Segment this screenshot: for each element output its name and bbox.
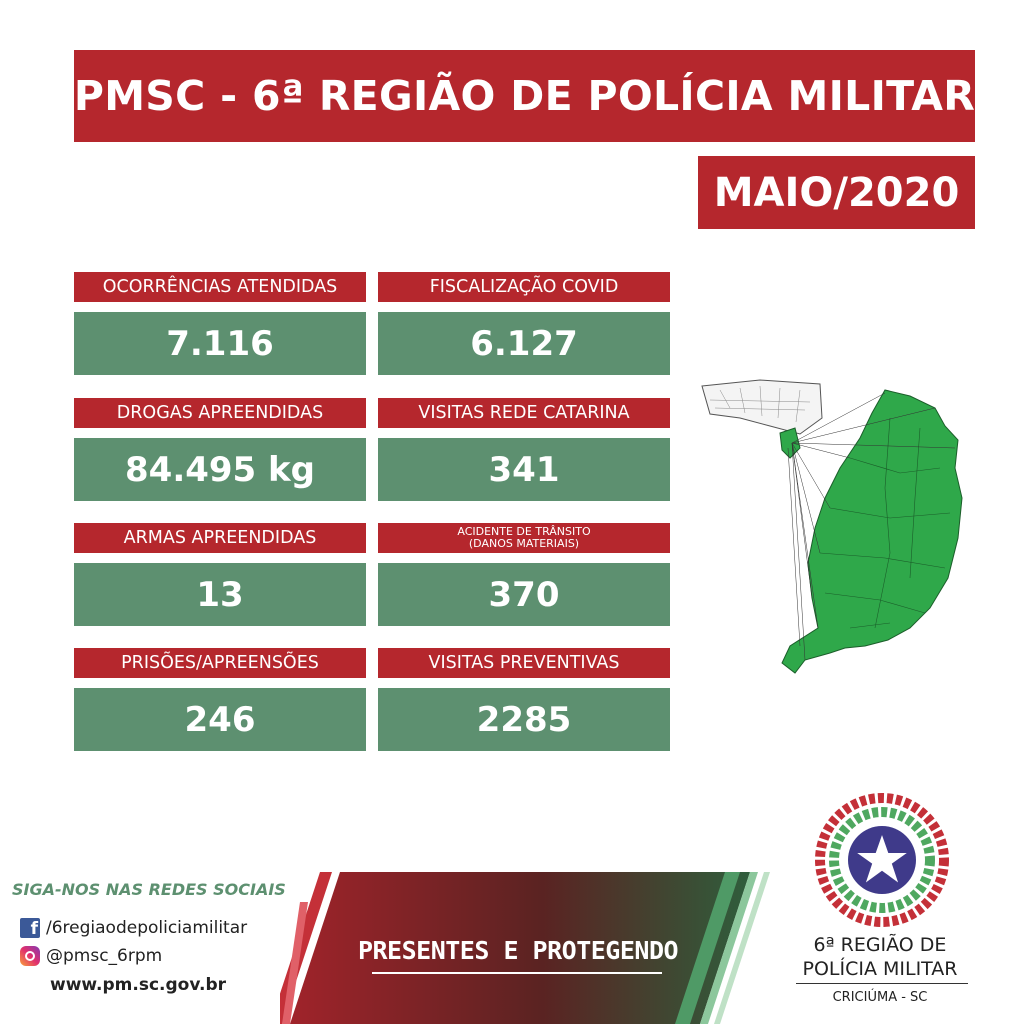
website-link[interactable]: www.pm.sc.gov.br <box>50 975 227 995</box>
period-badge: MAIO/2020 <box>698 156 975 229</box>
slogan-underline <box>372 972 662 974</box>
logo-text-line1: 6ª REGIÃO DE <box>813 934 947 956</box>
stat-label-ocorrencias: OCORRÊNCIAS ATENDIDAS <box>74 272 366 302</box>
stat-label-drogas: DROGAS APREENDIDAS <box>74 398 366 428</box>
stat-label-fiscalizacao: FISCALIZAÇÃO COVID <box>378 272 670 302</box>
logo-star-icon <box>815 793 949 927</box>
map-icon <box>701 379 963 674</box>
stat-value-ocorrencias: 7.116 <box>74 312 366 375</box>
logo-divider <box>796 983 968 984</box>
stat-label-visitas-preventivas: VISITAS PREVENTIVAS <box>378 648 670 678</box>
stat-value-prisoes: 246 <box>74 688 366 751</box>
stat-value-visitas-preventivas: 2285 <box>378 688 670 751</box>
stat-value-acidente: 370 <box>378 563 670 626</box>
instagram-link[interactable]: @pmsc_6rpm <box>20 946 162 966</box>
facebook-handle: /6regiaodepoliciamilitar <box>46 918 248 938</box>
stat-value-rede-catarina: 341 <box>378 438 670 501</box>
instagram-handle: @pmsc_6rpm <box>46 946 163 966</box>
logo-text-line2: POLÍCIA MILITAR <box>802 958 958 980</box>
instagram-icon <box>20 946 40 966</box>
page-title: PMSC - 6ª REGIÃO DE POLÍCIA MILITAR <box>74 50 975 142</box>
stat-value-drogas: 84.495 kg <box>74 438 366 501</box>
stat-label-rede-catarina: VISITAS REDE CATARINA <box>378 398 670 428</box>
stat-label-prisoes: PRISÕES/APREENSÕES <box>74 648 366 678</box>
logo-city: CRICIÚMA - SC <box>832 990 928 1005</box>
stat-value-fiscalizacao: 6.127 <box>378 312 670 375</box>
stat-value-armas: 13 <box>74 563 366 626</box>
slogan-banner <box>280 872 770 1024</box>
stat-label-acidente-line2: (DANOS MATERIAIS) <box>468 537 580 550</box>
facebook-icon: f <box>20 918 40 938</box>
stat-label-acidente-line1: ACIDENTE DE TRÂNSITO <box>457 525 591 538</box>
social-heading: SIGA-NOS NAS REDES SOCIAIS <box>12 880 286 899</box>
stat-label-acidente: ACIDENTE DE TRÂNSITO (DANOS MATERIAIS) <box>378 523 670 553</box>
facebook-link[interactable]: f /6regiaodepoliciamilitar <box>20 918 247 938</box>
stat-label-armas: ARMAS APREENDIDAS <box>74 523 366 553</box>
slogan: PRESENTES E PROTEGENDO <box>357 935 679 965</box>
